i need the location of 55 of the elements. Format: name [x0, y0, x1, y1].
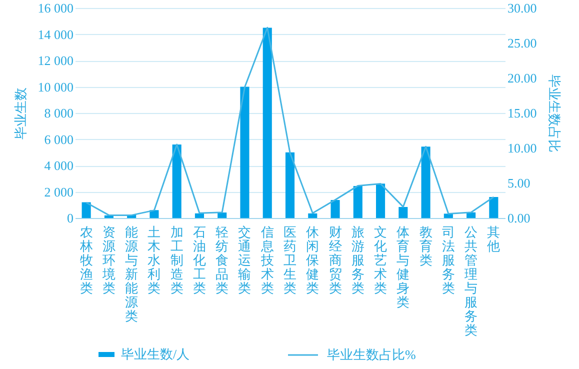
bar — [330, 200, 340, 218]
bar — [398, 206, 408, 218]
bar — [218, 212, 227, 218]
bar — [421, 146, 430, 218]
y-tick-label: 14 000 — [38, 26, 74, 42]
y-axis-title: 毕业生数 — [12, 88, 28, 140]
bar — [308, 213, 318, 218]
y-tick-label: 0 — [67, 210, 74, 226]
x-tick-label: 能源与新能源类 — [125, 224, 138, 324]
x-tick-label: 轻纺食品类 — [216, 224, 229, 296]
bar — [172, 144, 182, 218]
x-tick-label: 休闲保健类 — [306, 224, 320, 296]
x-tick-label: 加工制造类 — [170, 224, 184, 296]
x-tick-label: 交通运输类 — [238, 224, 252, 296]
bar — [240, 86, 250, 218]
y-tick-label: 2 000 — [44, 184, 74, 200]
x-tick-label: 石油化工类 — [192, 224, 206, 296]
y-tick-label: 4 000 — [44, 158, 74, 173]
x-tick-label: 司法服务类 — [442, 224, 455, 296]
bar — [489, 197, 498, 218]
x-tick-label: 其他 — [487, 224, 500, 254]
x-tick-label: 公共管理与服务类 — [464, 224, 478, 338]
y2-tick-label: 5.00 — [508, 176, 530, 190]
x-tick-label: 资源环境类 — [101, 224, 116, 296]
y2-tick-label: 0.00 — [508, 210, 530, 226]
y-tick-label: 16 000 — [38, 0, 74, 16]
x-tick-label: 信息技术类 — [260, 224, 274, 296]
bar — [353, 186, 362, 218]
y2-tick-label: 10.00 — [508, 140, 537, 156]
x-tick-label: 医药卫生类 — [284, 224, 296, 296]
x-tick-label: 旅游服务类 — [351, 224, 364, 296]
y2-tick-label: 20.00 — [508, 70, 537, 86]
legend-label: 毕业生数占比% — [327, 347, 416, 362]
legend-label: 毕业生数/人 — [121, 346, 190, 362]
x-tick-label: 土木水利类 — [148, 224, 161, 296]
bar — [194, 213, 204, 218]
y-tick-label: 6 000 — [44, 132, 74, 147]
x-tick-label: 农林牧渔类 — [78, 224, 93, 296]
y2-axis-title: 毕业生数占比 — [546, 74, 562, 152]
bar — [376, 184, 386, 218]
x-tick-label: 文化艺术类 — [374, 224, 388, 296]
y2-tick-label: 25.00 — [508, 36, 537, 50]
x-tick-label: 财经商贸类 — [328, 224, 342, 296]
x-tick-label: 体育与健身类 — [396, 224, 410, 310]
x-tick-label: 教育类 — [419, 224, 432, 268]
y-tick-label: 12 000 — [38, 53, 74, 68]
bar — [285, 152, 295, 218]
y-tick-label: 8 000 — [44, 106, 74, 120]
bar — [150, 210, 159, 218]
y2-tick-label: 15.00 — [508, 106, 537, 120]
y2-tick-label: 30.00 — [508, 0, 537, 16]
bar — [262, 28, 272, 218]
bar — [82, 202, 91, 218]
y-tick-label: 10 000 — [38, 79, 74, 94]
line-series — [86, 26, 494, 216]
